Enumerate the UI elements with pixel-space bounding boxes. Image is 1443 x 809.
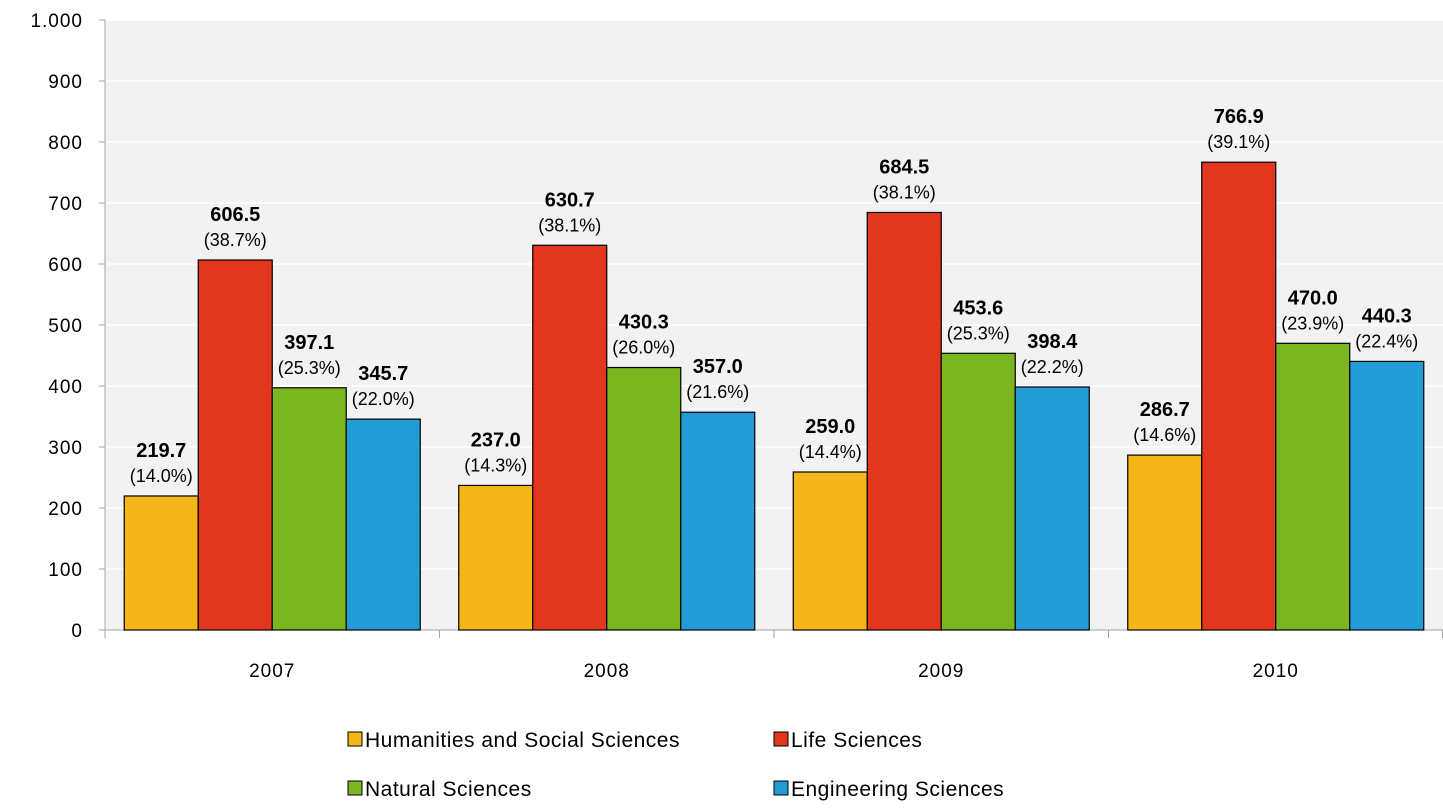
y-tick-label: 400 [48,377,83,398]
data-label-percent: (25.3%) [278,358,341,378]
bar [1127,454,1203,631]
x-tick-label: 2007 [249,661,295,682]
data-label-percent: (14.3%) [464,455,527,475]
data-label-percent: (25.3%) [947,323,1010,343]
legend-item: Engineering Sciences [773,778,1004,801]
legend-swatch [347,731,363,747]
bar [1275,342,1351,631]
x-tick-label: 2009 [918,661,964,682]
data-label-value: 286.7 [1140,399,1190,421]
bar [1349,360,1425,631]
y-tick-label: 800 [48,133,83,154]
legend-item: Life Sciences [773,729,922,752]
legend-label: Natural Sciences [365,778,532,801]
data-label-value: 237.0 [471,429,521,451]
data-label-percent: (38.1%) [873,182,936,202]
data-label-value: 766.9 [1214,106,1264,128]
y-tick-label: 100 [48,560,83,581]
y-tick-label: 1.000 [30,11,83,32]
bar [792,471,868,631]
data-label-value: 630.7 [545,189,595,211]
y-tick-label: 0 [71,621,83,642]
data-label-percent: (38.7%) [204,230,267,250]
data-label-percent: (39.1%) [1207,132,1270,152]
bar [1014,386,1090,631]
legend-label: Humanities and Social Sciences [365,729,680,752]
legend-item: Humanities and Social Sciences [347,729,680,752]
data-label-percent: (14.4%) [799,442,862,462]
bar [458,484,534,631]
data-label-percent: (38.1%) [538,215,601,235]
y-tick-label: 900 [48,72,83,93]
data-label-percent: (22.4%) [1355,331,1418,351]
data-label-percent: (21.6%) [686,382,749,402]
bar [532,244,608,631]
data-label-value: 470.0 [1288,287,1338,309]
legend-label: Life Sciences [791,729,922,752]
data-label-value: 345.7 [358,363,408,385]
data-label-value: 259.0 [805,416,855,438]
data-label-value: 397.1 [284,332,334,354]
bar [123,495,199,631]
y-tick-label: 300 [48,438,83,459]
data-label-value: 357.0 [693,356,743,378]
bar [606,366,682,631]
x-tick-label: 2010 [1253,661,1299,682]
bar [345,418,421,631]
legend-item: Natural Sciences [347,778,532,801]
legend-swatch [347,780,363,796]
bar [197,259,273,631]
data-label-percent: (22.2%) [1021,357,1084,377]
data-label-value: 453.6 [953,297,1003,319]
bar [866,211,942,631]
data-label-percent: (22.0%) [352,389,415,409]
data-label-value: 430.3 [619,312,669,334]
data-label-value: 684.5 [879,156,929,178]
data-label-value: 219.7 [136,440,186,462]
y-tick-label: 600 [48,255,83,276]
bar [940,352,1016,631]
data-label-value: 606.5 [210,204,260,226]
legend-swatch [773,731,789,747]
data-label-value: 398.4 [1027,331,1078,353]
y-tick-label: 200 [48,499,83,520]
x-tick-label: 2008 [584,661,630,682]
data-label-percent: (23.9%) [1281,313,1344,333]
bar [271,387,347,631]
y-tick-label: 500 [48,316,83,337]
legend-label: Engineering Sciences [791,778,1004,801]
legend-swatch [773,780,789,796]
bar [1201,161,1277,631]
bar [680,411,756,631]
y-tick-label: 700 [48,194,83,215]
data-label-percent: (14.6%) [1133,425,1196,445]
data-label-value: 440.3 [1362,305,1412,327]
data-label-percent: (14.0%) [130,466,193,486]
data-label-percent: (26.0%) [612,338,675,358]
